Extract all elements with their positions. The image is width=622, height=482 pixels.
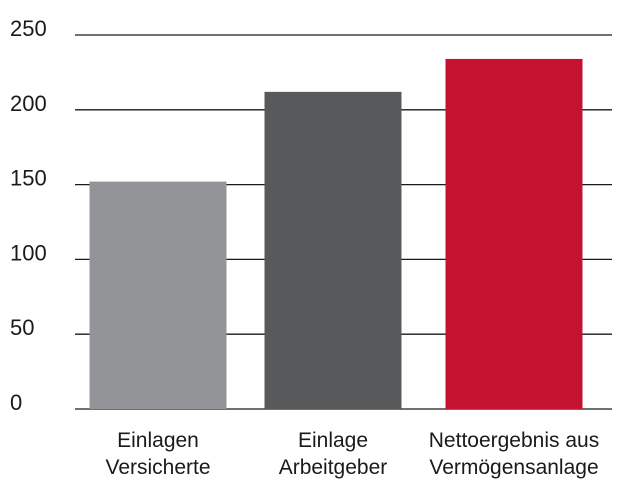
x-category-label-line: Arbeitgeber bbox=[279, 456, 388, 479]
y-tick-label: 200 bbox=[10, 91, 47, 116]
y-tick-label: 150 bbox=[10, 166, 47, 191]
x-category-label: Einlagen Versicherte bbox=[105, 429, 210, 479]
x-category-label-line: Vermögensanlage bbox=[429, 456, 598, 479]
y-tick-label: 50 bbox=[10, 315, 34, 340]
y-tick-label: 100 bbox=[10, 240, 47, 265]
x-category-label-line: Versicherte bbox=[105, 456, 210, 479]
bar-2 bbox=[264, 91, 402, 410]
bars bbox=[89, 58, 583, 410]
x-category-label-line: Nettoergebnis aus bbox=[429, 429, 599, 452]
y-tick-label: 0 bbox=[10, 390, 22, 415]
x-category-label: Nettoergebnis aus Vermögensanlage bbox=[429, 429, 599, 479]
x-category-label-line: Einlage bbox=[298, 429, 368, 452]
y-tick-label: 250 bbox=[10, 16, 47, 41]
x-axis-labels: Einlagen Versicherte Einlage Arbeitgeber Net… bbox=[105, 429, 599, 479]
x-category-label-line: Einlagen bbox=[117, 429, 199, 452]
bar-3 bbox=[445, 58, 583, 409]
bar-1 bbox=[89, 181, 227, 409]
y-axis-ticks: 0 50 100 150 200 250 bbox=[10, 16, 47, 415]
x-category-label: Einlage Arbeitgeber bbox=[279, 429, 388, 479]
